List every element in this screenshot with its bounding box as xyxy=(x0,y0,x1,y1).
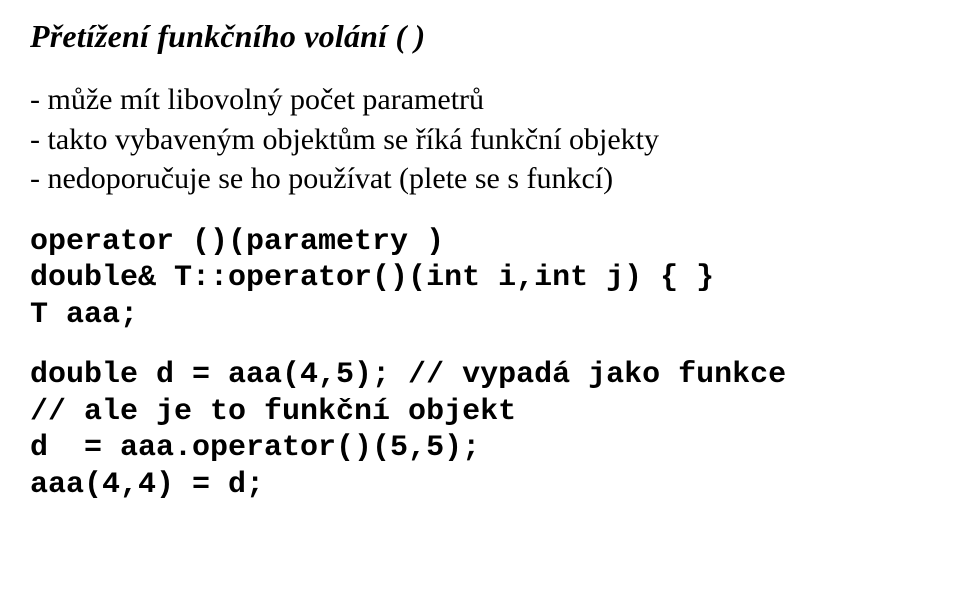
code-line: double d = aaa(4,5); // vypadá jako funk… xyxy=(30,357,930,394)
bullet-item: - může mít libovolný počet parametrů xyxy=(30,81,930,119)
spacer xyxy=(30,200,930,224)
spacer xyxy=(30,333,930,357)
code-line: d = aaa.operator()(5,5); xyxy=(30,430,930,467)
page-title: Přetížení funkčního volání ( ) xyxy=(30,18,930,55)
code-line: aaa(4,4) = d; xyxy=(30,467,930,504)
code-line: T aaa; xyxy=(30,297,930,334)
code-line: // ale je to funkční objekt xyxy=(30,394,930,431)
bullet-item: - nedoporučuje se ho používat (plete se … xyxy=(30,160,930,198)
document-page: Přetížení funkčního volání ( ) - může mí… xyxy=(0,0,960,504)
code-line: double& T::operator()(int i,int j) { } xyxy=(30,260,930,297)
code-line: operator ()(parametry ) xyxy=(30,224,930,261)
bullet-item: - takto vybaveným objektům se říká funkč… xyxy=(30,121,930,159)
